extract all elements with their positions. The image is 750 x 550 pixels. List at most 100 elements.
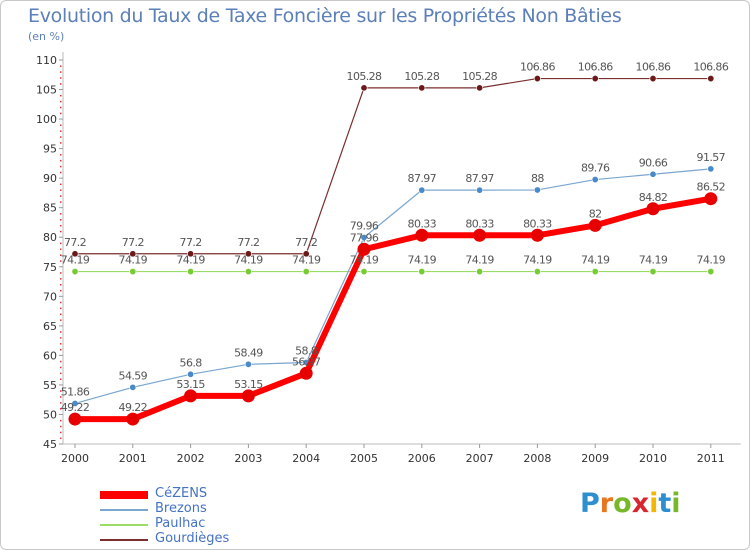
y-minor-tick — [60, 219, 62, 221]
x-tick-label: 2010 — [639, 452, 667, 465]
y-minor-tick — [60, 130, 62, 132]
data-point — [649, 170, 657, 178]
x-tick-label: 2003 — [234, 452, 262, 465]
logo-letter: x — [631, 488, 650, 519]
y-tick-label: 80 — [43, 231, 57, 244]
data-label: 105.28 — [404, 70, 439, 83]
y-tick-label: 70 — [43, 290, 57, 303]
y-minor-tick — [60, 100, 62, 103]
y-minor-tick — [60, 272, 62, 274]
series-line-brezons — [74, 168, 712, 405]
data-label: 77.2 — [295, 236, 317, 249]
y-minor-tick — [60, 343, 62, 345]
data-point — [184, 389, 198, 403]
data-point — [357, 242, 371, 256]
y-minor-tick — [60, 348, 62, 351]
data-label: 74.19 — [292, 254, 321, 267]
data-point — [707, 268, 715, 276]
y-minor-tick — [60, 278, 62, 280]
data-label: 74.19 — [523, 254, 552, 267]
data-label: 89.76 — [581, 162, 610, 175]
data-point — [418, 268, 426, 276]
data-label: 51.86 — [61, 385, 90, 398]
proxiti-logo: Proxiti — [580, 488, 681, 519]
data-label: 77.2 — [122, 236, 144, 249]
y-minor-tick — [60, 437, 62, 440]
data-label: 53.15 — [234, 378, 263, 391]
logo-letter: i — [649, 488, 659, 519]
x-tick-label: 2008 — [523, 452, 551, 465]
x-tick-label: 2000 — [61, 452, 89, 465]
data-point — [129, 268, 137, 276]
y-tick-label: 110 — [36, 54, 57, 67]
y-minor-tick — [60, 224, 62, 227]
data-point — [360, 84, 368, 92]
y-tick-label: 45 — [43, 438, 57, 451]
y-tick-label: 105 — [36, 84, 57, 97]
data-point — [473, 228, 487, 242]
data-point — [299, 366, 313, 380]
y-minor-tick — [60, 136, 62, 138]
y-minor-tick — [60, 372, 62, 375]
data-point — [533, 268, 541, 276]
data-label: 58.49 — [234, 346, 263, 359]
data-label: 87.97 — [465, 172, 494, 185]
data-point — [129, 250, 137, 258]
legend-label: Gourdièges — [155, 531, 230, 546]
data-label: 88 — [531, 172, 544, 185]
data-point — [533, 75, 541, 83]
data-label: 106.86 — [693, 61, 728, 74]
y-tick-label: 50 — [43, 408, 57, 421]
data-label: 105.28 — [347, 70, 382, 83]
data-label: 54.59 — [119, 369, 148, 382]
data-label: 74.19 — [119, 254, 148, 267]
y-tick-label: 60 — [43, 349, 57, 362]
data-point — [533, 186, 541, 194]
y-minor-tick — [60, 425, 62, 428]
y-tick-label: 100 — [36, 113, 57, 126]
data-point — [71, 399, 79, 407]
data-point — [360, 233, 368, 241]
y-minor-tick — [60, 283, 62, 286]
data-point — [418, 84, 426, 92]
data-point — [187, 268, 195, 276]
data-label: 74.19 — [465, 254, 494, 267]
x-tick-label: 2005 — [350, 452, 378, 465]
legend-swatch — [100, 539, 148, 541]
y-minor-tick — [60, 248, 62, 251]
data-point — [129, 383, 137, 391]
data-point — [302, 250, 310, 258]
y-minor-tick — [60, 112, 62, 115]
y-minor-tick — [60, 142, 62, 144]
data-point — [649, 268, 657, 276]
y-minor-tick — [60, 189, 62, 191]
y-minor-tick — [60, 201, 62, 203]
legend-swatch — [100, 524, 148, 526]
x-tick-label: 2009 — [581, 452, 609, 465]
y-minor-tick — [60, 366, 62, 369]
y-tick-label: 85 — [43, 202, 57, 215]
y-tick-label: 65 — [43, 320, 57, 333]
y-minor-tick — [60, 408, 62, 410]
data-label: 49.22 — [61, 401, 90, 414]
x-tick-label: 2002 — [177, 452, 205, 465]
series-line-cézens — [72, 195, 714, 423]
y-minor-tick — [60, 431, 62, 434]
logo-letter: r — [599, 488, 614, 519]
y-minor-tick — [60, 159, 62, 162]
data-point — [476, 268, 484, 276]
y-minor-tick — [60, 106, 62, 109]
series-line-gourdièges — [74, 77, 712, 255]
y-minor-tick — [60, 402, 62, 404]
data-label: 80.33 — [465, 217, 494, 230]
y-minor-tick — [60, 124, 62, 126]
y-minor-tick — [60, 360, 62, 363]
data-label: 58.8 — [295, 344, 318, 357]
data-label: 87.97 — [408, 172, 437, 185]
y-minor-tick — [60, 165, 62, 168]
data-label: 74.19 — [176, 254, 205, 267]
data-label: 106.86 — [578, 61, 613, 74]
data-point — [187, 250, 195, 258]
y-minor-tick — [60, 390, 62, 392]
